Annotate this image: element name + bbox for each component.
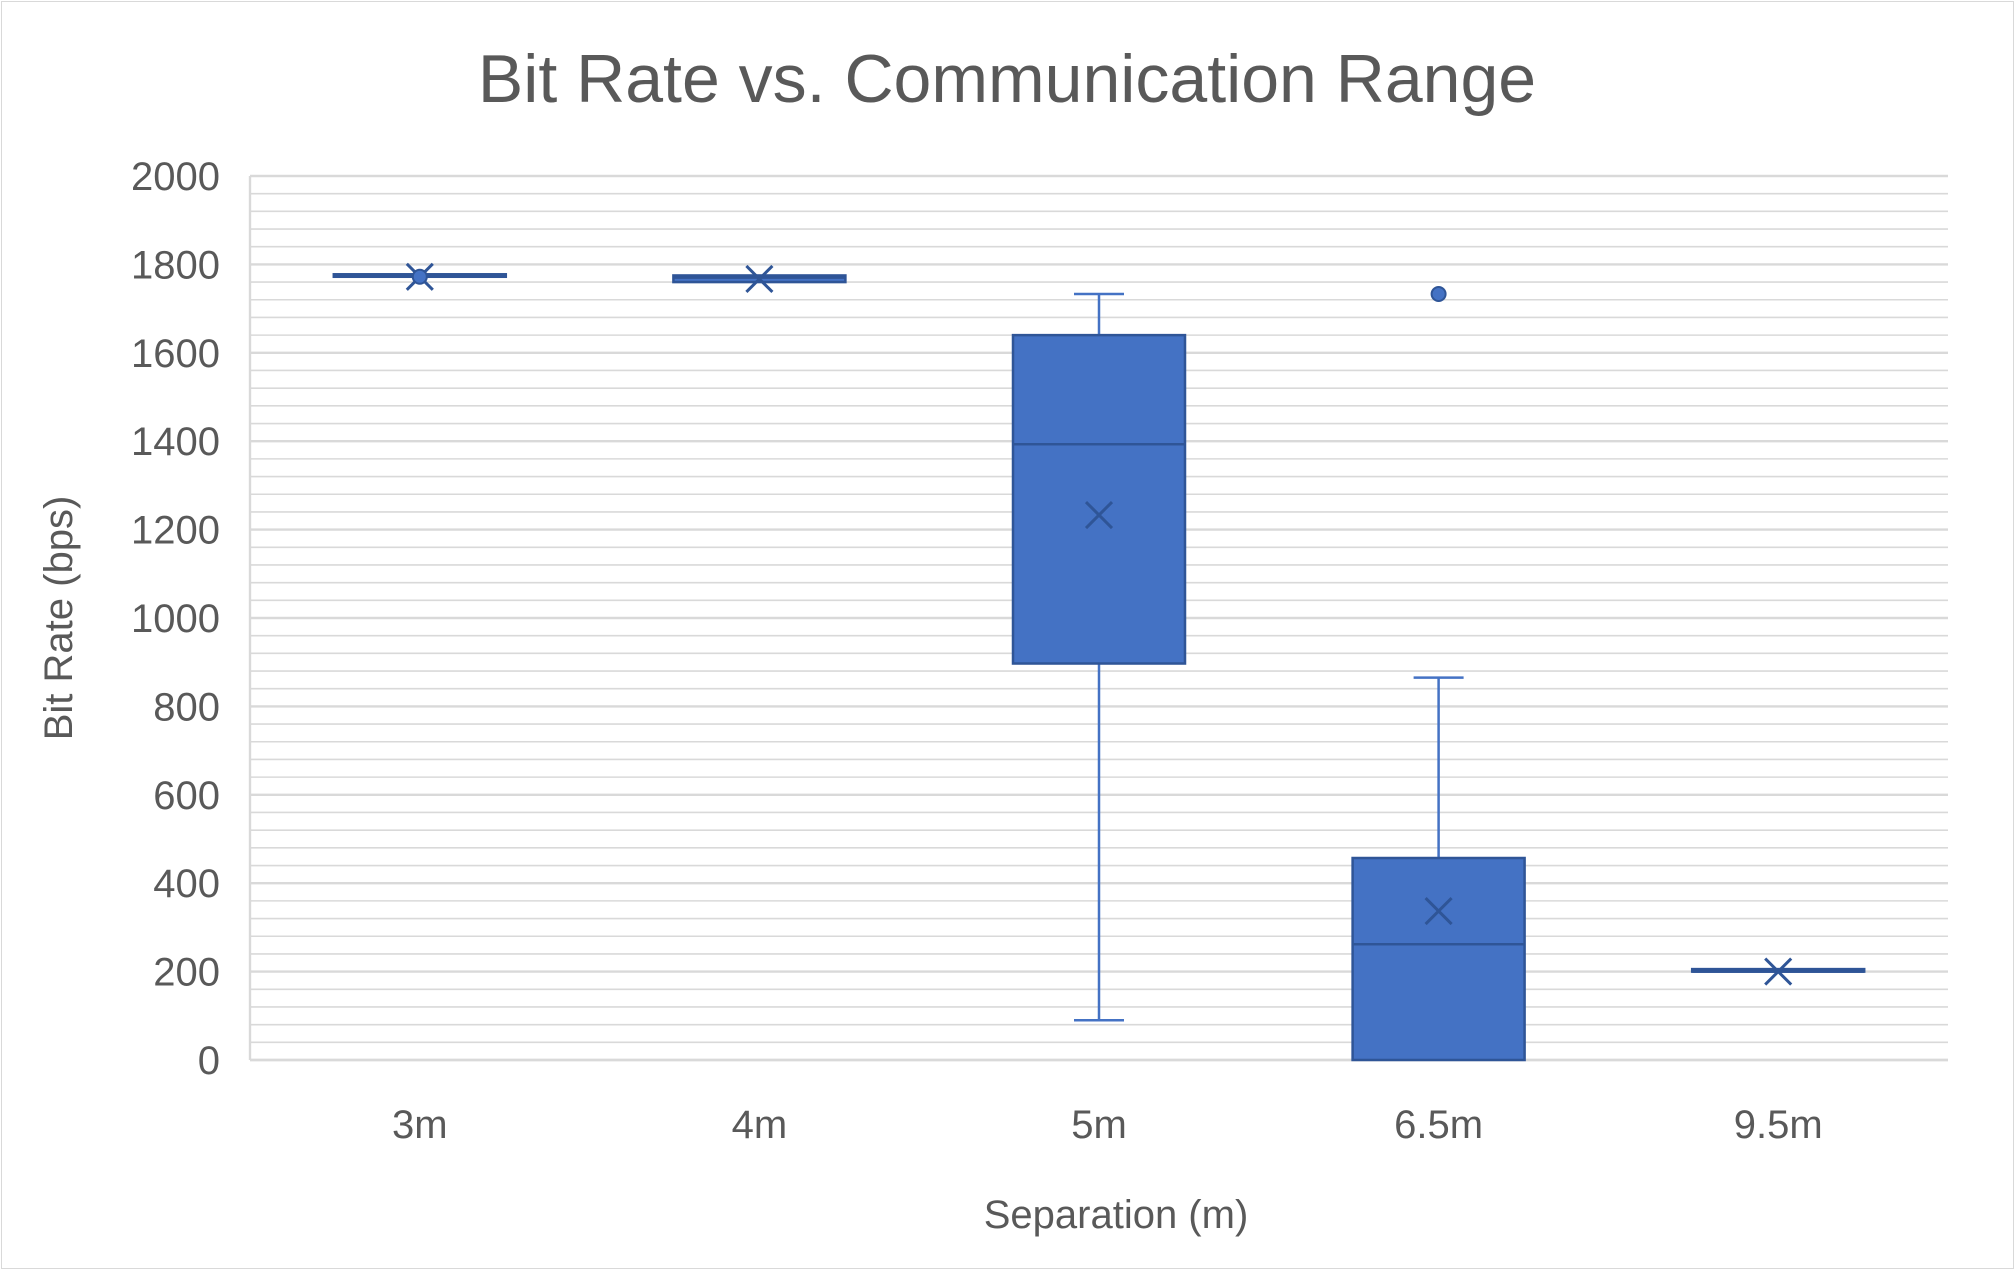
x-tick-label: 5m <box>1071 1103 1127 1147</box>
mean-marker <box>1084 500 1114 530</box>
box-3m <box>332 262 508 291</box>
y-tick-label: 800 <box>153 685 220 729</box>
box-9-5m <box>1690 957 1866 986</box>
box-4m <box>672 264 847 294</box>
y-tick-label: 400 <box>153 862 220 906</box>
y-tick-label: 200 <box>153 951 220 995</box>
y-axis-title: Bit Rate (bps) <box>37 496 81 741</box>
x-tick-label: 3m <box>392 1103 448 1147</box>
x-axis-title: Separation (m) <box>984 1193 1249 1237</box>
box-6-5m <box>1351 286 1526 1062</box>
y-tick-label: 1800 <box>131 243 220 287</box>
y-tick-label: 0 <box>198 1039 220 1083</box>
y-axis-ticks: 0 200 400 600 800 1000 1200 1400 1600 1800 2000 <box>131 155 220 1083</box>
chart-title: Bit Rate vs. Communication Range <box>478 41 1536 117</box>
x-tick-label: 9.5m <box>1734 1103 1823 1147</box>
y-tick-label: 1600 <box>131 332 220 376</box>
iqr-box <box>1011 333 1187 665</box>
y-tick-label: 1400 <box>131 420 220 464</box>
y-tick-label: 2000 <box>131 155 220 199</box>
mean-marker <box>1424 896 1453 926</box>
y-tick-label: 1200 <box>131 509 220 553</box>
x-tick-label: 4m <box>732 1103 788 1147</box>
iqr-box <box>1351 856 1526 1062</box>
x-axis-ticks: 3m 4m 5m 6.5m 9.5m <box>392 1103 1823 1147</box>
mean-marker <box>1764 957 1793 986</box>
mean-point <box>411 268 428 285</box>
box-5m <box>1011 292 1187 1022</box>
y-tick-label: 600 <box>153 774 220 818</box>
outlier-point <box>1430 286 1447 303</box>
x-tick-label: 6.5m <box>1394 1103 1483 1147</box>
y-tick-label: 1000 <box>131 597 220 641</box>
mean-marker <box>745 264 774 294</box>
box-series <box>332 262 1866 1062</box>
